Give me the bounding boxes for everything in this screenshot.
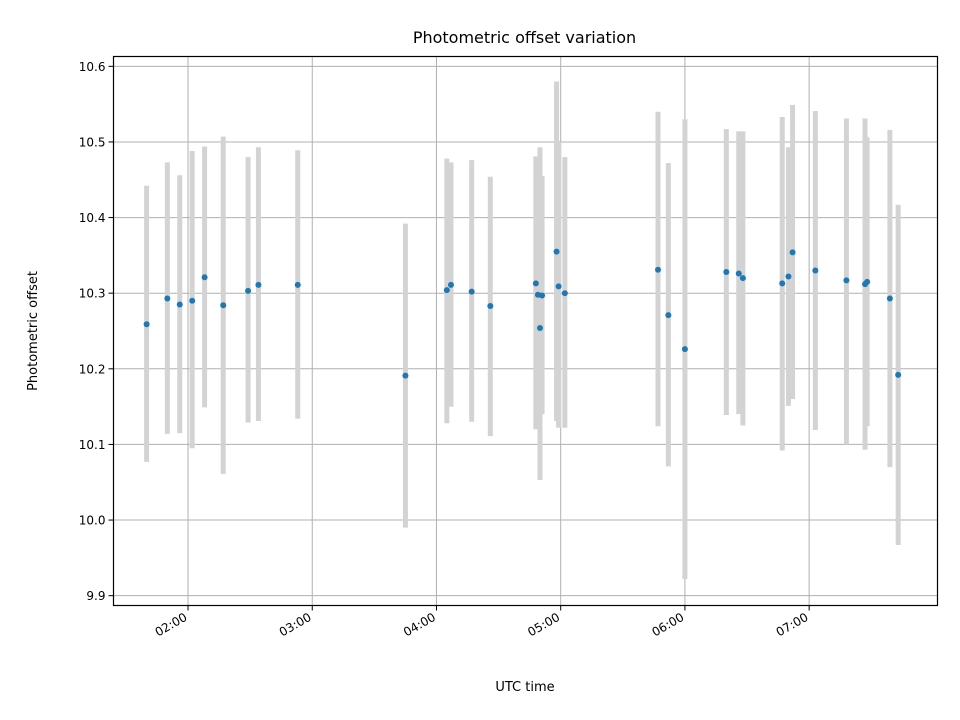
data-point — [843, 277, 850, 284]
data-point — [812, 267, 819, 274]
data-point — [681, 346, 688, 353]
data-point — [402, 372, 409, 379]
data-point — [864, 278, 871, 285]
data-point — [665, 312, 672, 319]
data-point — [555, 283, 562, 290]
y-tick-label: 10.6 — [79, 60, 106, 74]
data-point — [176, 301, 183, 308]
y-tick-label: 10.5 — [79, 135, 106, 149]
data-point — [164, 295, 171, 302]
data-point — [895, 371, 902, 378]
data-point — [447, 281, 454, 288]
data-point — [201, 274, 208, 281]
data-point — [536, 324, 543, 331]
data-point — [789, 249, 796, 256]
y-tick-label: 10.1 — [79, 438, 106, 452]
data-point — [553, 248, 560, 255]
data-point — [655, 266, 662, 273]
data-point — [468, 288, 475, 295]
data-point — [561, 290, 568, 297]
data-point — [539, 292, 546, 299]
y-tick-label: 10.3 — [79, 287, 106, 301]
data-point — [532, 280, 539, 287]
y-tick-label: 10.4 — [79, 211, 106, 225]
plot-frame — [112, 55, 939, 607]
x-axis-label: UTC time — [495, 680, 554, 695]
data-point — [245, 287, 252, 294]
data-point — [294, 281, 301, 288]
data-markers — [143, 248, 902, 379]
data-point — [723, 269, 730, 276]
data-point — [779, 280, 786, 287]
data-point — [735, 270, 742, 277]
data-point — [443, 287, 450, 294]
y-tick-label: 10.2 — [79, 362, 106, 376]
y-tick-label: 9.9 — [86, 589, 105, 603]
data-point — [189, 297, 196, 304]
data-point — [886, 295, 893, 302]
chart-title: Photometric offset variation — [413, 28, 636, 47]
data-point — [739, 275, 746, 282]
data-point — [785, 273, 792, 280]
y-axis-label: Photometric offset — [26, 271, 41, 391]
y-tick-label: 10.0 — [79, 514, 106, 528]
data-point — [143, 321, 150, 328]
data-point — [487, 303, 494, 310]
data-point — [220, 302, 227, 309]
data-point — [255, 281, 262, 288]
grid — [113, 56, 938, 606]
